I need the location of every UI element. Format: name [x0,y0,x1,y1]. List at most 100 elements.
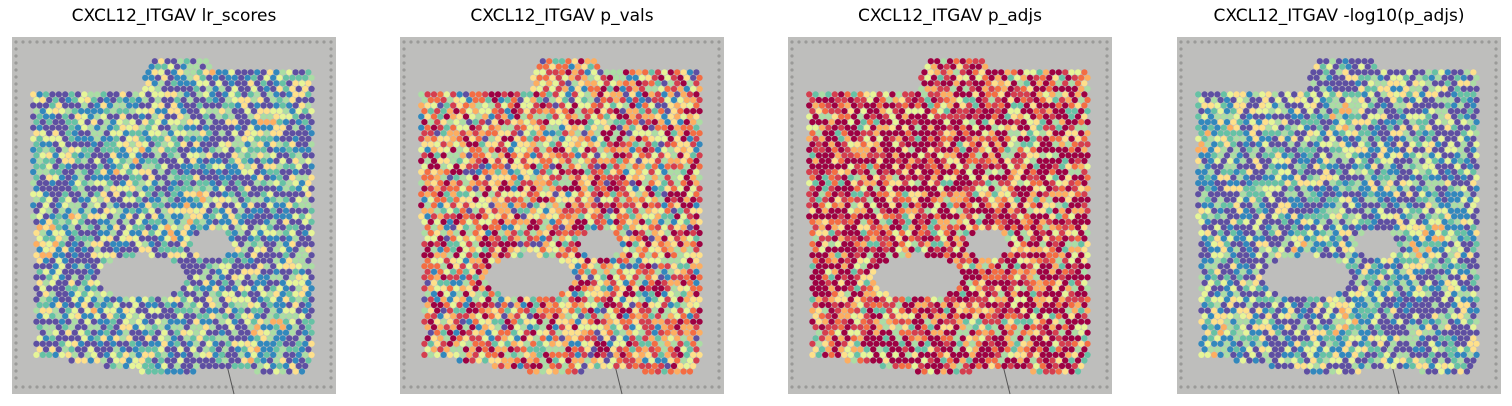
spot [167,174,174,181]
spot [437,279,444,286]
spot [158,213,165,220]
spot [584,301,591,309]
spot [459,229,466,237]
spot [654,146,662,153]
spot [84,130,91,137]
spot [562,241,569,248]
spot [466,307,473,314]
spot [36,301,43,309]
spot [629,224,636,231]
spot [177,335,184,342]
spot [491,207,498,214]
fiducial [1105,341,1109,345]
spot [119,202,126,209]
spot [696,218,703,225]
spot [292,191,299,198]
spot [254,91,261,98]
fiducial [196,385,200,389]
spot [590,335,598,342]
spot [154,163,162,170]
fiducial [717,138,721,142]
spot [132,202,139,209]
spot [530,318,537,325]
spot [597,357,604,364]
spot [260,168,267,176]
spot [677,296,684,303]
spot [33,174,40,181]
spot [552,124,559,131]
fiducial [703,385,707,389]
spot [42,235,50,242]
spot [55,246,62,253]
spot [680,91,687,98]
spot [440,274,447,281]
spot [610,91,617,98]
spot [212,207,219,214]
spot [81,257,88,264]
spot [658,74,665,81]
spot [546,168,553,176]
spot [440,307,447,314]
spot [180,152,187,159]
spot [270,74,277,81]
spot [482,246,489,253]
spot [138,313,146,320]
spot [74,346,82,353]
spot [674,69,681,76]
spot [568,329,575,336]
spot [549,318,556,325]
fiducial [888,40,892,44]
spot [177,301,184,309]
spot [129,185,136,192]
spot [36,235,43,242]
spot [138,168,146,176]
spot [250,119,258,126]
spot [183,124,190,131]
fiducial [689,385,693,389]
fiducial [402,96,406,100]
spot [263,274,270,281]
spot [482,102,489,109]
spot [302,296,309,303]
spot [539,80,546,87]
spot [421,119,428,126]
spot [924,63,931,70]
spot [613,229,620,237]
spot [116,296,123,303]
fiducial [717,61,721,65]
spot [549,196,556,203]
spot [578,268,585,275]
spot [549,362,556,370]
spot [244,252,251,259]
spot [135,218,142,225]
spot [263,174,270,181]
spot [587,163,594,170]
spot [613,185,620,192]
spot [667,346,674,353]
spot [501,157,508,164]
spot [254,191,261,198]
spot [478,340,486,347]
spot [138,146,146,153]
spot [190,290,197,298]
spot [46,163,53,170]
spot [292,146,299,153]
spot [231,285,238,292]
spot [158,180,165,187]
spot [142,218,149,225]
spot [71,318,78,325]
spot [33,229,40,237]
spot [482,324,489,331]
spot [241,69,248,76]
spot [138,135,146,142]
spot [113,202,120,209]
spot [642,357,649,364]
spot [167,241,174,248]
spot [539,168,546,176]
spot [456,357,463,364]
spot [68,257,75,264]
fiducial [329,194,333,198]
spot [180,285,187,292]
spot [218,96,226,104]
spot [302,263,309,270]
